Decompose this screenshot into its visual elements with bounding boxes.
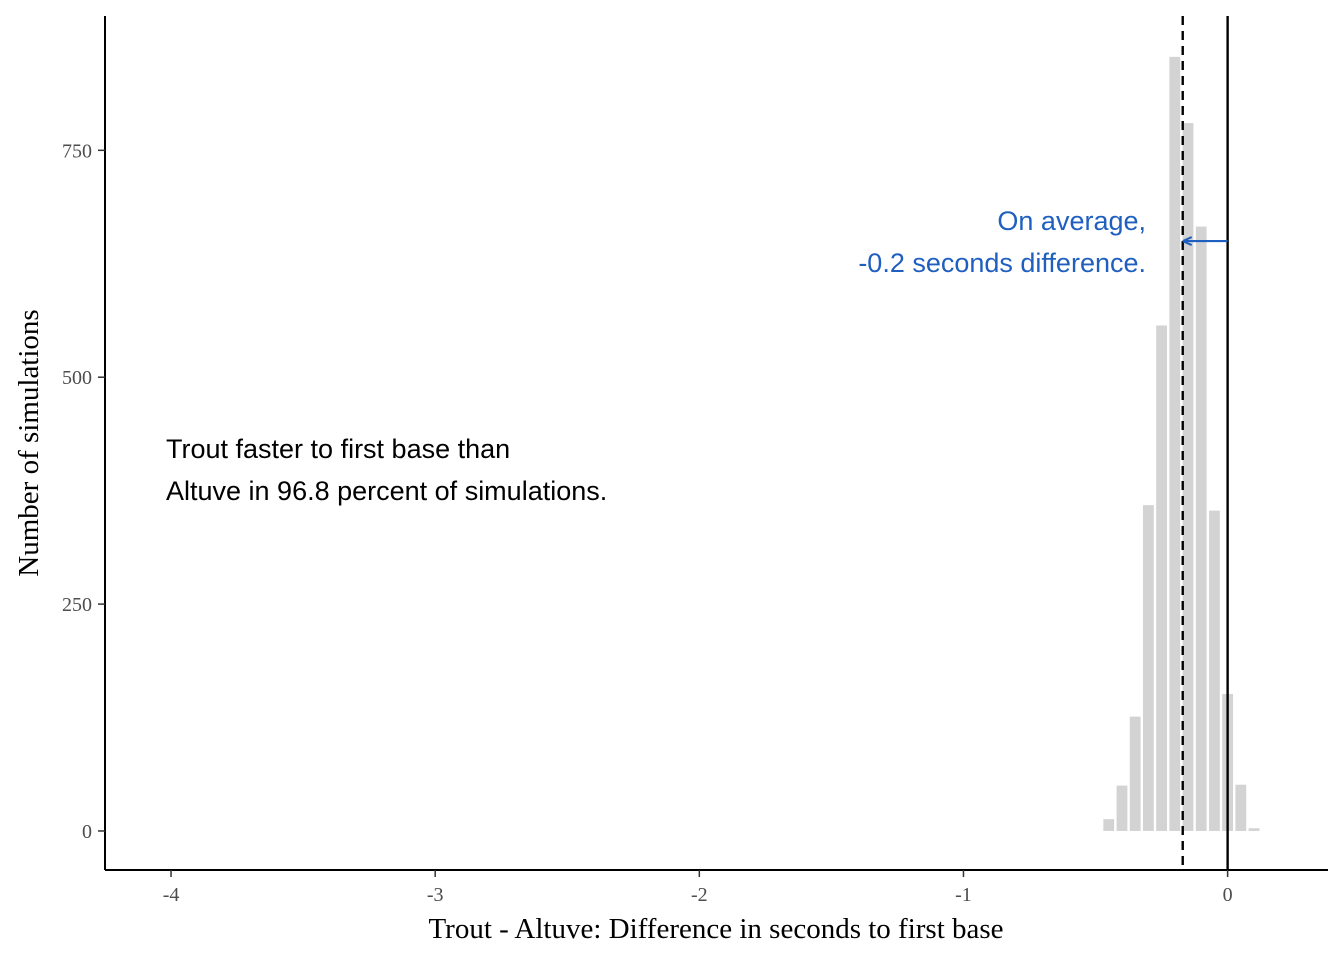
x-axis-title: Trout - Altuve: Difference in seconds to… — [428, 913, 1003, 945]
histogram-bar — [1235, 784, 1247, 831]
histogram-bar — [1103, 819, 1115, 831]
x-tick-label: 0 — [1223, 884, 1233, 906]
summary-annotation-line: Trout faster to first base than — [166, 434, 510, 464]
summary-annotation-line: Altuve in 96.8 percent of simulations. — [166, 476, 607, 506]
histogram-bar — [1248, 828, 1260, 831]
y-tick-label: 250 — [62, 594, 92, 616]
average-annotation-line: On average, — [997, 206, 1146, 236]
histogram-bar — [1116, 785, 1128, 831]
reference-lines — [1181, 16, 1229, 870]
histogram-bars — [1103, 56, 1260, 831]
histogram-bar — [1129, 716, 1141, 831]
histogram-bar — [1182, 123, 1194, 831]
histogram-bar — [1209, 510, 1220, 831]
average-annotation: On average, -0.2 seconds difference. — [858, 206, 1146, 278]
y-axis-title: Number of simulations — [13, 309, 45, 576]
x-tick-label: -4 — [163, 884, 180, 906]
x-tick-label: -3 — [427, 884, 444, 906]
y-tick-label: 0 — [82, 821, 92, 843]
average-annotation-line: -0.2 seconds difference. — [858, 248, 1146, 278]
summary-annotation: Trout faster to first base than Altuve in… — [166, 434, 607, 506]
histogram-bar — [1156, 325, 1167, 831]
x-tick-label: -2 — [691, 884, 708, 906]
y-tick-label: 750 — [62, 140, 92, 162]
histogram-bar — [1169, 56, 1181, 831]
histogram-bar — [1195, 226, 1207, 831]
y-tick-label: 500 — [62, 367, 92, 389]
annotations: On average, -0.2 seconds difference. Trout… — [166, 206, 1228, 506]
axes: -4 -3 -2 -1 0 0 250 500 750 — [62, 16, 1328, 906]
x-tick-label: -1 — [955, 884, 972, 906]
histogram-bar — [1142, 505, 1154, 831]
